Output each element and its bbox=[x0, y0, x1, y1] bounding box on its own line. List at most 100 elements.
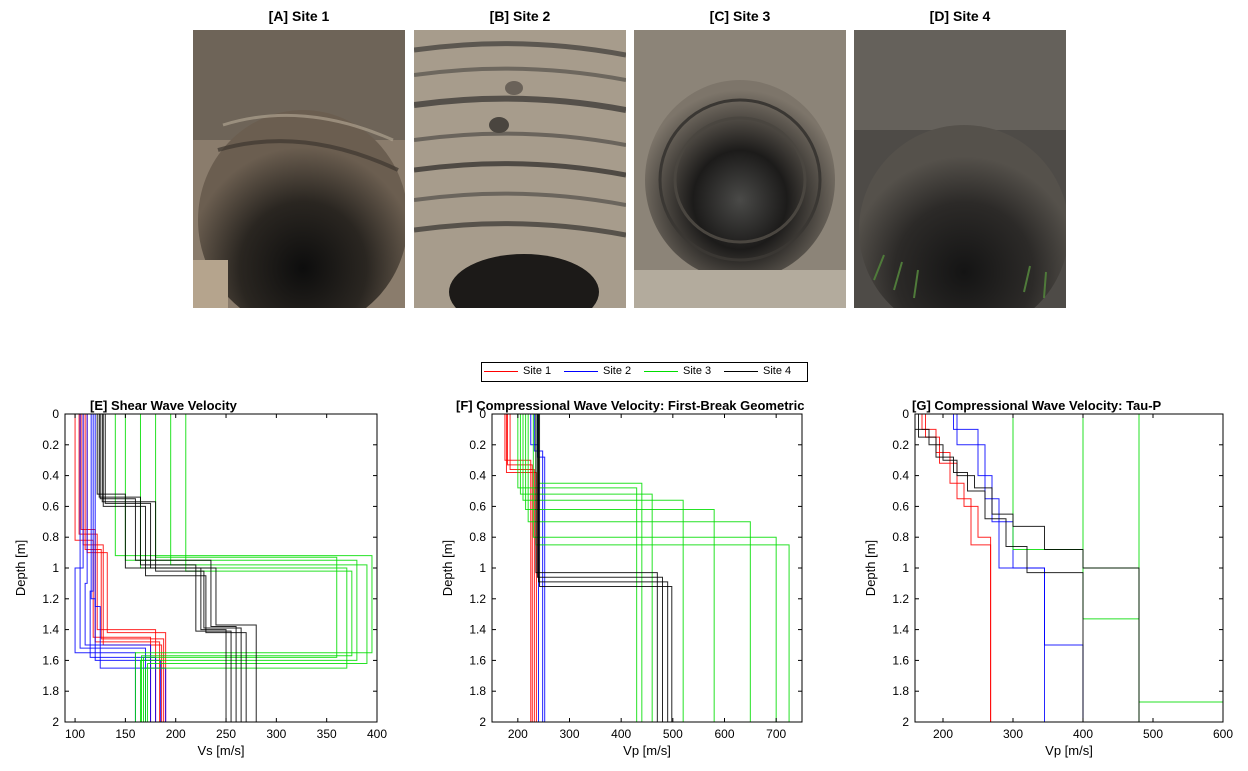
profile-site-3-5 bbox=[532, 414, 777, 722]
profile-site-1-1 bbox=[925, 414, 992, 722]
x-tick-label: 400 bbox=[1073, 727, 1093, 741]
profile-site-2-1 bbox=[84, 414, 152, 722]
site-3-photo bbox=[634, 30, 846, 308]
y-tick-label: 0.2 bbox=[469, 438, 486, 452]
profile-site-2-2 bbox=[90, 414, 162, 722]
y-tick-label: 1.6 bbox=[42, 653, 59, 667]
y-tick-label: 0 bbox=[52, 407, 59, 421]
profile-site-4-1 bbox=[99, 414, 237, 722]
x-tick-label: 600 bbox=[714, 727, 734, 741]
profile-site-4-0 bbox=[914, 414, 1140, 722]
profile-site-3-2 bbox=[522, 414, 684, 722]
profile-site-2-1 bbox=[956, 414, 1084, 722]
x-tick-label: 300 bbox=[266, 727, 286, 741]
x-tick-label: 400 bbox=[611, 727, 631, 741]
y-axis-label: Depth [m] bbox=[863, 540, 878, 596]
y-tick-label: 0 bbox=[902, 407, 909, 421]
y-tick-label: 0.2 bbox=[892, 438, 909, 452]
y-tick-label: 0.6 bbox=[42, 499, 59, 513]
chart-2: 200 300 400 500 600 0 0.2 0.4 0.6 0.8 1 1.2 1.4 1.6 1.… bbox=[863, 398, 1233, 758]
x-axis-label: Vs [m/s] bbox=[198, 743, 245, 758]
y-tick-label: 2 bbox=[52, 715, 59, 729]
profile-site-4-1 bbox=[918, 414, 1084, 722]
x-tick-label: 300 bbox=[559, 727, 579, 741]
y-tick-label: 1.4 bbox=[469, 623, 486, 637]
x-tick-label: 150 bbox=[115, 727, 135, 741]
profile-site-3-2 bbox=[1138, 414, 1224, 722]
profile-site-3-0 bbox=[517, 414, 638, 722]
layered-soil-photo-icon bbox=[414, 30, 626, 308]
profile-site-4-5 bbox=[101, 414, 242, 722]
site-2-photo bbox=[414, 30, 626, 308]
profile-site-3-1 bbox=[519, 414, 653, 722]
y-tick-label: 0.4 bbox=[42, 469, 59, 483]
profile-site-3-3 bbox=[525, 414, 715, 722]
legend: Site 1 Site 2 Site 3 Site 4 bbox=[481, 362, 808, 382]
legend-line-site-3 bbox=[644, 371, 678, 372]
y-tick-label: 1.4 bbox=[42, 623, 59, 637]
photo-title-d: [D] Site 4 bbox=[929, 8, 991, 24]
x-tick-label: 200 bbox=[508, 727, 528, 741]
x-tick-label: 400 bbox=[367, 727, 387, 741]
y-tick-label: 0.6 bbox=[469, 499, 486, 513]
legend-label-site-3: Site 3 bbox=[683, 365, 712, 377]
axes-frame bbox=[914, 413, 1224, 723]
x-tick-label: 700 bbox=[766, 727, 786, 741]
legend-label-site-4: Site 4 bbox=[763, 365, 792, 377]
y-tick-label: 1.8 bbox=[42, 684, 59, 698]
profile-site-2-3 bbox=[94, 414, 167, 722]
profile-site-3-4 bbox=[147, 414, 368, 722]
profile-site-4-2 bbox=[102, 414, 247, 722]
x-tick-label: 100 bbox=[65, 727, 85, 741]
chart-title: [F] Compressional Wave Velocity: First-B… bbox=[456, 398, 804, 413]
photo-title-c: [C] Site 3 bbox=[709, 8, 771, 24]
y-tick-label: 0.4 bbox=[469, 469, 486, 483]
y-tick-label: 1 bbox=[479, 561, 486, 575]
y-tick-label: 1.2 bbox=[469, 592, 486, 606]
profile-site-1-3 bbox=[505, 414, 537, 722]
y-tick-label: 0.2 bbox=[42, 438, 59, 452]
chart-title: [E] Shear Wave Velocity bbox=[90, 398, 238, 413]
y-tick-label: 1.6 bbox=[469, 653, 486, 667]
y-tick-label: 1.8 bbox=[469, 684, 486, 698]
y-tick-label: 0.8 bbox=[469, 530, 486, 544]
y-tick-label: 0.4 bbox=[892, 469, 909, 483]
profile-site-1-1 bbox=[507, 414, 533, 722]
profile-site-3-7 bbox=[538, 414, 643, 722]
x-tick-label: 350 bbox=[317, 727, 337, 741]
photo-title-a: [A] Site 1 bbox=[268, 8, 330, 24]
legend-label-site-2: Site 2 bbox=[603, 365, 632, 377]
chart-title: [G] Compressional Wave Velocity: Tau-P bbox=[912, 398, 1162, 413]
site-4-photo bbox=[854, 30, 1066, 308]
soil-pit-photo-icon bbox=[854, 30, 1066, 308]
x-axis-label: Vp [m/s] bbox=[623, 743, 671, 758]
y-tick-label: 0.6 bbox=[892, 499, 909, 513]
x-tick-label: 500 bbox=[1143, 727, 1163, 741]
profile-site-3-0 bbox=[114, 414, 373, 722]
photo-title-b: [B] Site 2 bbox=[489, 8, 551, 24]
x-tick-label: 250 bbox=[216, 727, 236, 741]
x-tick-label: 200 bbox=[933, 727, 953, 741]
site-1-photo bbox=[193, 30, 405, 308]
soil-pit-photo-icon bbox=[634, 30, 846, 308]
y-tick-label: 2 bbox=[479, 715, 486, 729]
y-tick-label: 2 bbox=[902, 715, 909, 729]
y-tick-label: 1 bbox=[902, 561, 909, 575]
chart-1: 200 300 400 500 600 700 0 0.2 0.4 0.6 0.8 1 1.2 1.4 1.… bbox=[440, 398, 804, 758]
chart-0: 100 150 200 250 300 350 400 0 0.2 0.4 0.6 0.8 1 1.2 1.… bbox=[13, 398, 387, 758]
profile-site-1-2 bbox=[509, 414, 535, 722]
y-axis-label: Depth [m] bbox=[13, 540, 28, 596]
y-tick-label: 1.4 bbox=[892, 623, 909, 637]
soil-pit-photo-icon bbox=[193, 30, 405, 308]
profile-site-4-1 bbox=[536, 414, 663, 722]
y-tick-label: 1.8 bbox=[892, 684, 909, 698]
x-tick-label: 300 bbox=[1003, 727, 1023, 741]
legend-line-site-2 bbox=[564, 371, 598, 372]
profile-site-4-4 bbox=[98, 414, 232, 722]
x-tick-label: 600 bbox=[1213, 727, 1233, 741]
legend-line-site-4 bbox=[724, 371, 758, 372]
y-tick-label: 0.8 bbox=[42, 530, 59, 544]
profile-site-4-3 bbox=[104, 414, 257, 722]
profile-site-4-3 bbox=[539, 414, 673, 722]
